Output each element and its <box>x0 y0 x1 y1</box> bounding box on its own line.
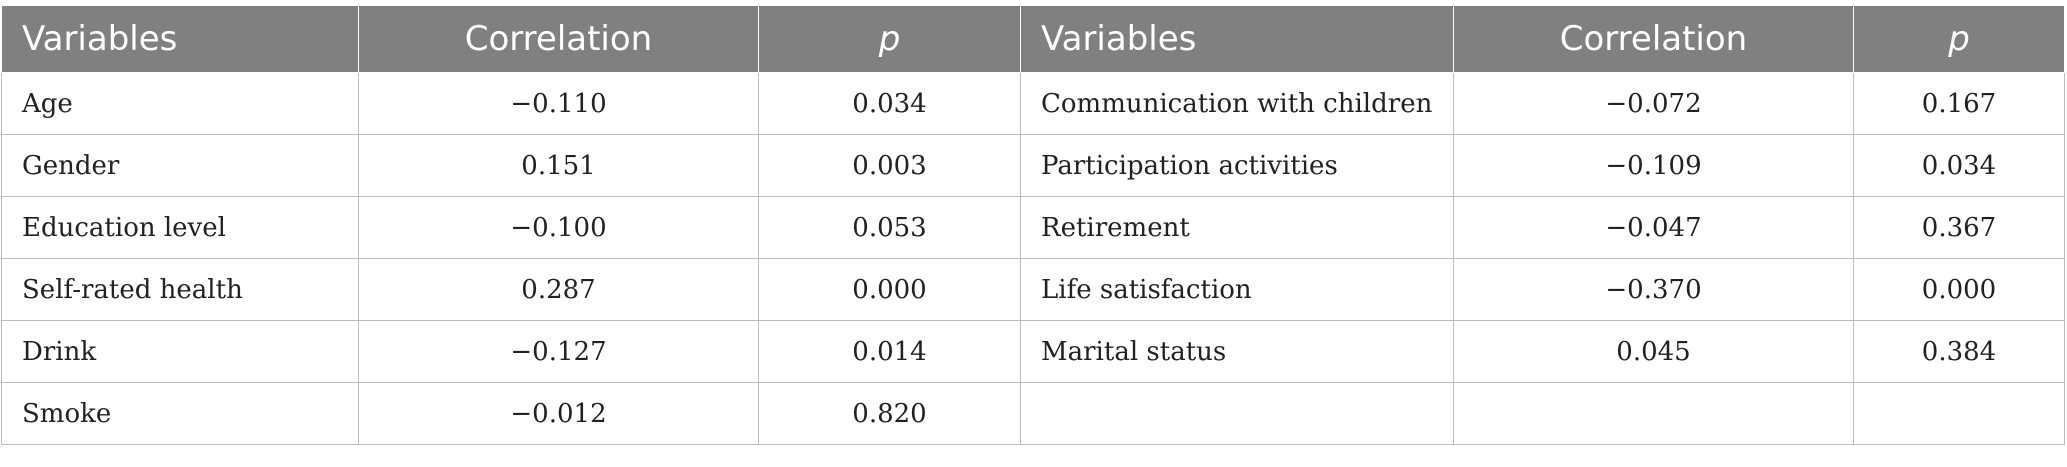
p-left-cell: 0.014 <box>758 320 1021 383</box>
table-header: Variables Correlation p Variables Correl… <box>1 5 2065 73</box>
p-left-cell: 0.053 <box>758 196 1021 259</box>
table-row: Drink −0.127 0.014 Marital status 0.045 … <box>1 320 2065 383</box>
variable-right-cell: Marital status <box>1020 320 1454 383</box>
table-row: Smoke −0.012 0.820 <box>1 382 2065 445</box>
variable-left-cell: Education level <box>1 196 359 259</box>
table-row: Self-rated health 0.287 0.000 Life satis… <box>1 258 2065 321</box>
correlation-right-cell: −0.072 <box>1453 72 1854 135</box>
correlation-right-cell <box>1453 382 1854 445</box>
variable-right-cell: Participation activities <box>1020 134 1454 197</box>
correlation-left-cell: −0.100 <box>358 196 759 259</box>
header-correlation-right: Correlation <box>1453 5 1854 73</box>
correlation-left-cell: −0.110 <box>358 72 759 135</box>
table-row: Education level −0.100 0.053 Retirement … <box>1 196 2065 259</box>
variable-left-cell: Drink <box>1 320 359 383</box>
p-right-cell: 0.167 <box>1853 72 2065 135</box>
variable-right-cell <box>1020 382 1454 445</box>
table-row: Age −0.110 0.034 Communication with chil… <box>1 72 2065 135</box>
p-right-cell: 0.367 <box>1853 196 2065 259</box>
p-left-cell: 0.034 <box>758 72 1021 135</box>
table-row: Gender 0.151 0.003 Participation activit… <box>1 134 2065 197</box>
p-left-cell: 0.820 <box>758 382 1021 445</box>
p-right-cell: 0.384 <box>1853 320 2065 383</box>
variable-left-cell: Self-rated health <box>1 258 359 321</box>
correlation-right-cell: −0.370 <box>1453 258 1854 321</box>
variable-right-cell: Life satisfaction <box>1020 258 1454 321</box>
header-p-left: p <box>758 5 1021 73</box>
variable-right-cell: Communication with children <box>1020 72 1454 135</box>
header-variables-right: Variables <box>1020 5 1454 73</box>
variable-right-cell: Retirement <box>1020 196 1454 259</box>
correlation-left-cell: 0.151 <box>358 134 759 197</box>
header-correlation-left: Correlation <box>358 5 759 73</box>
p-left-cell: 0.003 <box>758 134 1021 197</box>
correlation-left-cell: 0.287 <box>358 258 759 321</box>
p-right-cell: 0.034 <box>1853 134 2065 197</box>
correlation-right-cell: −0.047 <box>1453 196 1854 259</box>
variable-left-cell: Smoke <box>1 382 359 445</box>
header-row: Variables Correlation p Variables Correl… <box>1 5 2065 73</box>
p-right-cell: 0.000 <box>1853 258 2065 321</box>
variable-left-cell: Age <box>1 72 359 135</box>
correlation-left-cell: −0.127 <box>358 320 759 383</box>
correlation-table: Variables Correlation p Variables Correl… <box>1 5 2065 445</box>
correlation-right-cell: 0.045 <box>1453 320 1854 383</box>
header-p-right: p <box>1853 5 2065 73</box>
correlation-left-cell: −0.012 <box>358 382 759 445</box>
p-right-cell <box>1853 382 2065 445</box>
table-body: Age −0.110 0.034 Communication with chil… <box>1 72 2065 445</box>
p-left-cell: 0.000 <box>758 258 1021 321</box>
header-variables-left: Variables <box>1 5 359 73</box>
correlation-right-cell: −0.109 <box>1453 134 1854 197</box>
variable-left-cell: Gender <box>1 134 359 197</box>
